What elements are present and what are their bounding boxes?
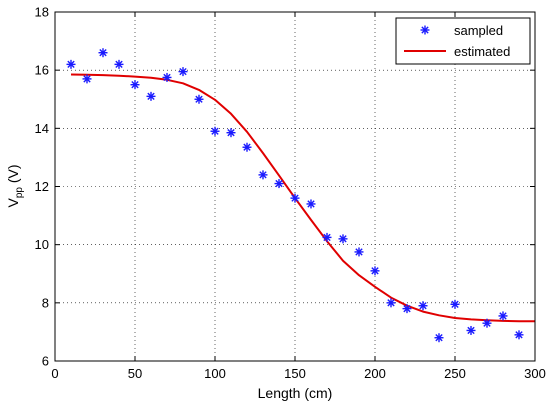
sampled-point [194, 94, 204, 104]
asterisk-stroke [243, 143, 251, 151]
y-axis-title-subscript: pp [14, 187, 25, 199]
sampled-point [130, 80, 140, 90]
asterisk-stroke [515, 331, 523, 339]
asterisk-stroke [291, 194, 299, 202]
x-tick-label: 300 [524, 366, 546, 381]
asterisk-stroke [99, 49, 107, 57]
sampled-point [82, 74, 92, 84]
sampled-point [418, 301, 428, 311]
asterisk-stroke [195, 95, 203, 103]
asterisk-stroke [323, 233, 331, 242]
asterisk-stroke [227, 129, 235, 137]
y-axis-title: Vpp (V) [5, 164, 25, 207]
sampled-point [386, 298, 396, 308]
estimated-series [70, 73, 535, 323]
sampled-point [162, 72, 172, 82]
sampled-point [370, 266, 380, 276]
y-tick-label: 10 [35, 237, 49, 252]
asterisk-stroke [483, 319, 491, 327]
sampled-point [434, 333, 444, 343]
legend: sampled estimated [395, 17, 531, 65]
legend-estimated-label: estimated [454, 44, 510, 59]
asterisk-stroke [275, 179, 283, 188]
y-axis-title-unit: (V) [5, 164, 21, 187]
asterisk-stroke [421, 26, 429, 34]
y-axis-title-main: V [5, 198, 21, 208]
asterisk-stroke [131, 81, 139, 89]
asterisk-stroke [211, 127, 219, 135]
sampled-point [210, 126, 220, 136]
sampled-point [114, 59, 124, 69]
sampled-point [98, 48, 108, 58]
ticks: 0 50 100 150 200 250 300 6 8 10 12 14 16 18 [35, 5, 546, 382]
y-tick-label: 8 [42, 295, 49, 310]
x-tick-label: 50 [128, 366, 142, 381]
y-tick-label: 16 [35, 63, 49, 78]
legend-box [395, 17, 531, 65]
sampled-point [482, 318, 492, 328]
legend-asterisk [420, 25, 430, 35]
legend-sampled-marker [420, 25, 430, 35]
sampled-point [178, 67, 188, 77]
asterisk-stroke [307, 200, 315, 208]
y-tick-label: 18 [35, 5, 49, 20]
asterisk-stroke [451, 300, 459, 308]
asterisk-stroke [147, 92, 155, 101]
asterisk-stroke [371, 267, 379, 275]
sampled-point [66, 59, 76, 69]
legend-sampled-label: sampled [454, 23, 503, 38]
asterisk-stroke [435, 334, 443, 342]
sampled-point [498, 311, 508, 321]
asterisk-stroke [419, 302, 427, 310]
asterisk-stroke [163, 73, 171, 82]
sampled-series [66, 48, 524, 343]
asterisk-stroke [115, 60, 123, 69]
asterisk-stroke [403, 304, 411, 313]
asterisk-stroke [67, 60, 75, 69]
estimated-curve [70, 73, 535, 323]
y-tick-label: 14 [35, 121, 49, 136]
sampled-point [402, 304, 412, 314]
asterisk-stroke [339, 235, 347, 243]
sampled-point [322, 232, 332, 242]
asterisk-stroke [387, 299, 395, 307]
sampled-point [242, 142, 252, 152]
sampled-point [354, 247, 364, 257]
sampled-point [258, 170, 268, 180]
asterisk-stroke [467, 326, 475, 335]
sampled-point [338, 234, 348, 244]
x-tick-label: 100 [204, 366, 226, 381]
sampled-point [466, 325, 476, 335]
sampled-point [146, 91, 156, 101]
asterisk-stroke [83, 75, 91, 83]
x-axis-title: Length (cm) [258, 385, 333, 401]
sampled-point [226, 128, 236, 138]
asterisk-stroke [355, 248, 363, 256]
x-tick-label: 200 [364, 366, 386, 381]
y-tick-label: 12 [35, 179, 49, 194]
sampled-point [514, 330, 524, 340]
asterisk-stroke [259, 171, 267, 179]
x-tick-label: 150 [284, 366, 306, 381]
x-tick-label: 0 [51, 366, 58, 381]
sampled-point [306, 199, 316, 209]
sampled-point [274, 179, 284, 189]
y-tick-label: 6 [42, 354, 49, 369]
sampled-point [450, 299, 460, 309]
sampled-point [290, 193, 300, 203]
x-tick-label: 250 [444, 366, 466, 381]
asterisk-stroke [179, 67, 187, 76]
asterisk-stroke [499, 312, 507, 320]
